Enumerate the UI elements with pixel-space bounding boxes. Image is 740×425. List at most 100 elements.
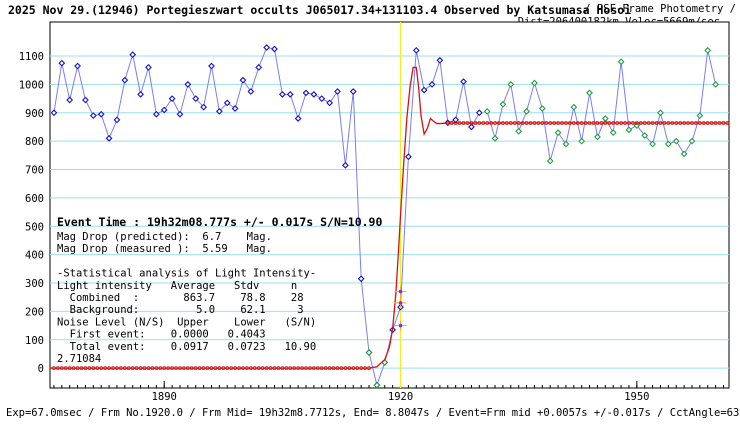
observed-point (326, 99, 334, 107)
chart-title: 2025 Nov 29.(12946) Portegieszwart occul… (8, 3, 631, 17)
model-point (560, 121, 564, 125)
comparison-point (704, 46, 712, 54)
observed-point (74, 62, 81, 70)
model-point (678, 121, 683, 125)
model-point (229, 366, 234, 371)
y-tick-label: 900 (25, 108, 44, 120)
statistics-line: Total event: 0.0917 0.0723 10.90 (57, 341, 316, 353)
model-point (166, 366, 171, 371)
model-point (71, 366, 76, 371)
model-point (473, 121, 478, 125)
model-point (701, 121, 706, 125)
model-point (75, 366, 80, 371)
observed-point (58, 59, 66, 67)
model-point (481, 121, 486, 125)
observed-point (184, 81, 192, 88)
model-point (705, 121, 710, 125)
model-point (260, 366, 265, 371)
observed-point (105, 134, 113, 142)
model-point (485, 121, 490, 125)
observed-point (208, 62, 215, 70)
statistics-line: -Statistical analysis of Light Intensity… (57, 268, 316, 280)
comparison-point (696, 112, 704, 120)
model-point (544, 121, 549, 125)
grid (50, 55, 729, 369)
observed-point (200, 103, 207, 111)
comparison-point (712, 81, 719, 88)
model-point (335, 366, 340, 371)
model-point (627, 121, 631, 125)
comparison-point (546, 157, 554, 165)
observed-point (428, 81, 436, 88)
x-tick-label: 1950 (624, 391, 649, 403)
model-point (571, 121, 576, 125)
observed-point (192, 95, 200, 102)
observed-point (475, 109, 483, 117)
observed-point (278, 90, 286, 98)
observed-point (271, 45, 278, 53)
observed-series (50, 44, 719, 389)
model-point (95, 366, 100, 371)
model-point (296, 366, 301, 371)
y-tick-label: 700 (25, 165, 44, 177)
model-point (162, 366, 167, 371)
comparison-point (625, 126, 633, 134)
comparison-point (688, 137, 696, 145)
model-series (50, 66, 730, 371)
observed-point (468, 123, 475, 131)
comparison-point (664, 140, 672, 148)
observed-point (286, 90, 294, 98)
y-tick-label: 300 (25, 278, 44, 290)
comparison-point (499, 100, 507, 108)
statistics-lines: Mag Drop (predicted): 6.7 Mag.Mag Drop (… (57, 231, 316, 365)
statistics-line: Noise Level (N/S) Upper Lower (S/N) (57, 316, 316, 328)
model-point (591, 121, 596, 125)
observed-point (460, 78, 467, 85)
model-point (150, 366, 155, 371)
observed-point (263, 44, 270, 51)
comparison-point (609, 129, 617, 137)
comparison-point (680, 150, 688, 158)
observed-point (310, 90, 318, 98)
statistics-line: Light intensity Average Stdv n (57, 280, 297, 292)
model-point (63, 366, 68, 371)
model-point (575, 121, 580, 125)
model-point (300, 366, 304, 371)
model-point (697, 121, 702, 125)
model-point (512, 121, 517, 125)
model-point (233, 366, 238, 371)
observed-point (215, 107, 223, 115)
model-point (445, 121, 450, 125)
model-point (182, 366, 186, 371)
model-point (245, 366, 249, 371)
model-point (516, 121, 521, 125)
model-point (363, 366, 367, 371)
observed-point (223, 99, 231, 107)
x-tick-label: 1920 (388, 391, 413, 403)
observed-point (160, 106, 168, 114)
observed-point (168, 95, 176, 102)
model-point (331, 366, 336, 371)
y-tick-label: 100 (25, 335, 44, 347)
model-point (351, 366, 356, 371)
comparison-point (641, 132, 649, 139)
observed-line-tail (486, 50, 717, 162)
model-curve (50, 66, 729, 369)
comparison-point (601, 115, 609, 122)
model-point (631, 121, 635, 125)
model-point (311, 366, 316, 371)
observed-point (66, 96, 74, 104)
x-axis-labels: 1890 1920 1950 (53, 381, 724, 403)
comparison-point (515, 127, 523, 135)
model-point (248, 366, 253, 371)
observed-point (294, 115, 302, 122)
model-point (83, 366, 88, 371)
event-time-text: Event Time : 19h32m08.777s +/- 0.017s S/… (57, 215, 382, 229)
model-point (55, 366, 60, 371)
model-point (138, 366, 143, 371)
statistics-line: Mag Drop (measured ): 5.59 Mag. (57, 243, 272, 255)
model-point (115, 366, 119, 371)
model-point (619, 121, 623, 125)
model-point (79, 366, 84, 371)
model-point (205, 366, 210, 371)
